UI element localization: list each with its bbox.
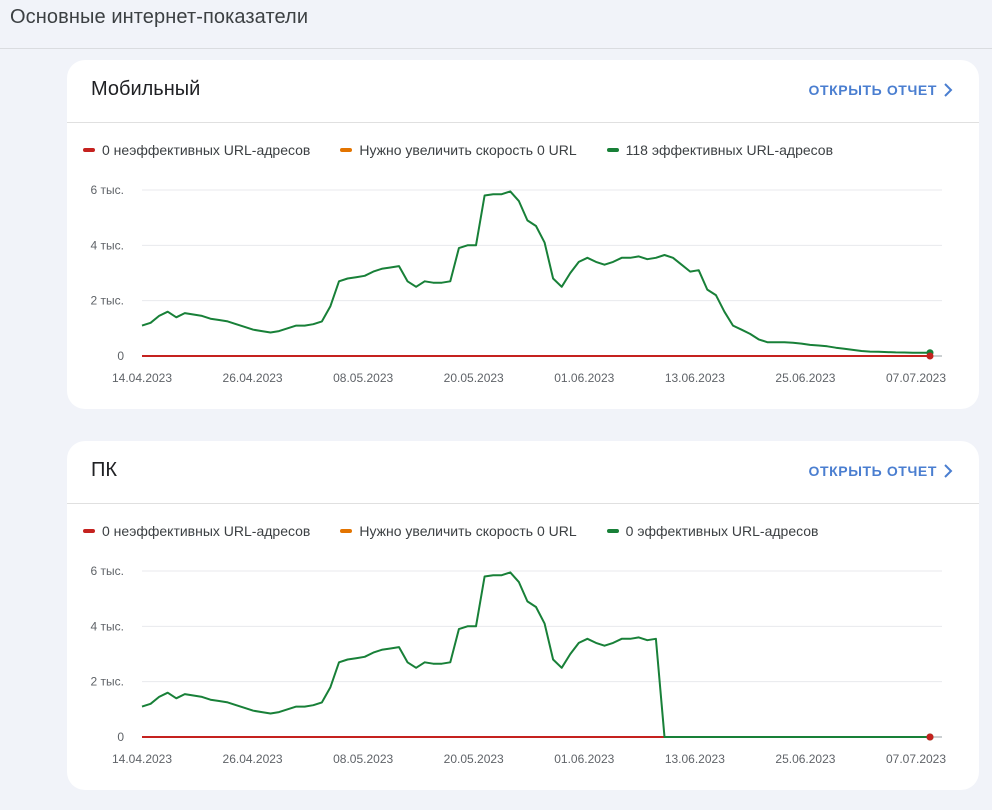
line-chart-pc: 0 2 тыс. 4 тыс. 6 тыс. 14.04.2023 26.04.2023 0… <box>91 564 947 766</box>
x-tick-label: 13.06.2023 <box>665 371 725 385</box>
open-report-button[interactable]: ОТКРЫТЬ ОТЧЕТ <box>808 463 953 479</box>
x-tick-label: 13.06.2023 <box>665 752 725 766</box>
x-tick-label: 08.05.2023 <box>333 752 393 766</box>
series-line-1 <box>141 571 930 738</box>
chart-legend: 0 неэффективных URL-адресов Нужно увелич… <box>83 140 863 160</box>
x-tick-label: 26.04.2023 <box>223 752 283 766</box>
x-tick-label: 26.04.2023 <box>223 371 283 385</box>
series-line-1 <box>141 190 930 354</box>
x-tick-label: 08.05.2023 <box>333 371 393 385</box>
page-header: Основные интернет-показатели <box>0 0 992 49</box>
x-tick-label: 25.06.2023 <box>775 371 835 385</box>
legend-label: Нужно увеличить скорость 0 URL <box>359 523 577 539</box>
legend-item-needs-improvement[interactable]: Нужно увеличить скорость 0 URL <box>340 523 577 539</box>
y-tick-label: 4 тыс. <box>91 238 124 252</box>
legend-label: 0 неэффективных URL-адресов <box>102 142 311 158</box>
legend-label: Нужно увеличить скорость 0 URL <box>359 142 577 158</box>
y-tick-label: 0 <box>117 349 124 363</box>
x-tick-label: 01.06.2023 <box>554 371 614 385</box>
card-mobile: Мобильный ОТКРЫТЬ ОТЧЕТ 0 неэффективных … <box>67 60 979 409</box>
chevron-right-icon <box>944 464 953 478</box>
x-tick-label: 14.04.2023 <box>112 752 172 766</box>
chevron-right-icon <box>944 83 953 97</box>
legend-swatch <box>340 148 353 152</box>
card-title: ПК <box>91 459 118 481</box>
card-header: ПК ОТКРЫТЬ ОТЧЕТ <box>67 441 979 504</box>
x-tick-label: 20.05.2023 <box>444 752 504 766</box>
line-chart-mobile: 0 2 тыс. 4 тыс. 6 тыс. 14.04.2023 26.04.2023 0… <box>91 183 947 385</box>
x-tick-label: 07.07.2023 <box>886 371 946 385</box>
legend-swatch <box>606 529 619 533</box>
x-tick-label: 01.06.2023 <box>554 752 614 766</box>
y-tick-label: 2 тыс. <box>91 675 124 689</box>
open-report-label: ОТКРЫТЬ ОТЧЕТ <box>808 463 937 479</box>
legend-swatch <box>606 148 619 152</box>
y-tick-label: 6 тыс. <box>91 183 124 197</box>
y-tick-label: 0 <box>117 730 124 744</box>
open-report-button[interactable]: ОТКРЫТЬ ОТЧЕТ <box>808 82 953 98</box>
y-tick-label: 2 тыс. <box>91 294 124 308</box>
x-tick-label: 20.05.2023 <box>444 371 504 385</box>
legend-item-good[interactable]: 0 эффективных URL-адресов <box>606 523 819 539</box>
legend-label: 0 эффективных URL-адресов <box>625 523 819 539</box>
legend-swatch <box>83 148 95 152</box>
chart-legend: 0 неэффективных URL-адресов Нужно увелич… <box>83 521 849 541</box>
legend-item-poor[interactable]: 0 неэффективных URL-адресов <box>83 142 310 158</box>
open-report-label: ОТКРЫТЬ ОТЧЕТ <box>808 82 937 98</box>
card-pc: ПК ОТКРЫТЬ ОТЧЕТ 0 неэффективных URL-адр… <box>67 441 979 790</box>
x-tick-label: 14.04.2023 <box>112 371 172 385</box>
legend-label: 0 неэффективных URL-адресов <box>102 523 311 539</box>
legend-item-poor[interactable]: 0 неэффективных URL-адресов <box>83 523 310 539</box>
legend-label: 118 эффективных URL-адресов <box>625 142 834 158</box>
legend-swatch <box>83 529 95 533</box>
x-tick-label: 25.06.2023 <box>775 752 835 766</box>
card-title: Мобильный <box>91 78 201 100</box>
legend-item-good[interactable]: 118 эффективных URL-адресов <box>606 142 834 158</box>
legend-item-needs-improvement[interactable]: Нужно увеличить скорость 0 URL <box>340 142 577 158</box>
page-title: Основные интернет-показатели <box>10 6 309 28</box>
card-header: Мобильный ОТКРЫТЬ ОТЧЕТ <box>67 60 979 123</box>
y-tick-label: 4 тыс. <box>91 619 124 633</box>
series-end-point <box>926 733 934 741</box>
series-end-point <box>926 352 934 360</box>
x-tick-label: 07.07.2023 <box>886 752 946 766</box>
legend-swatch <box>340 529 353 533</box>
y-tick-label: 6 тыс. <box>91 564 124 578</box>
